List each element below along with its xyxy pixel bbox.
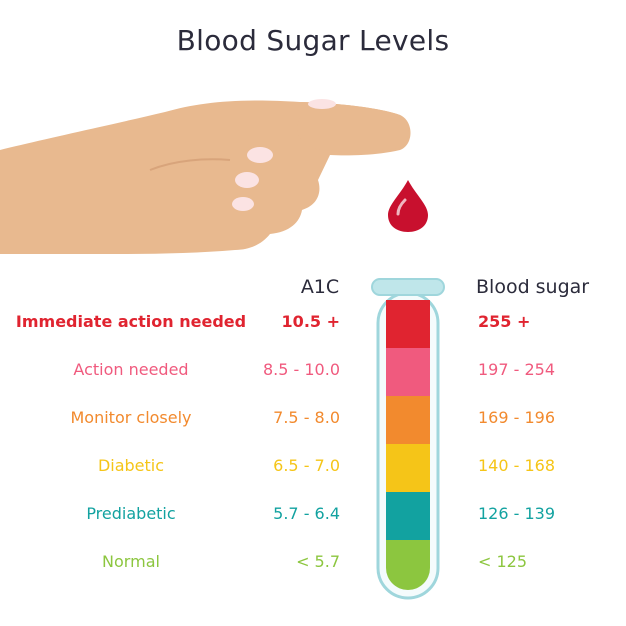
blood-sugar-value: 140 - 168 <box>478 456 556 475</box>
blood-sugar-column-header: Blood sugar <box>476 276 590 298</box>
blood-sugar-value: 169 - 196 <box>478 408 556 427</box>
level-label: Immediate action needed <box>15 312 247 331</box>
a1c-column-header: A1C <box>300 276 340 298</box>
blood-drop-icon <box>388 180 428 232</box>
level-label: Action needed <box>73 360 189 379</box>
blood-sugar-value: 126 - 139 <box>478 504 556 523</box>
blood-sugar-value: 255 + <box>478 312 531 331</box>
a1c-value: < 5.7 <box>296 552 340 571</box>
a1c-value: 10.5 + <box>281 312 340 331</box>
level-label: Diabetic <box>97 456 165 475</box>
a1c-value: 7.5 - 8.0 <box>273 408 340 427</box>
tube-band <box>386 492 430 540</box>
tube-band <box>386 348 430 396</box>
tube-band <box>386 300 430 348</box>
level-label: Normal <box>102 552 160 571</box>
a1c-value: 6.5 - 7.0 <box>273 456 340 475</box>
blood-sugar-value: < 125 <box>478 552 528 571</box>
page-title: Blood Sugar Levels <box>176 24 450 57</box>
level-label: Monitor closely <box>70 408 192 427</box>
blood-sugar-value: 197 - 254 <box>478 360 556 379</box>
pointing-hand-icon <box>0 99 411 254</box>
level-label: Prediabetic <box>86 504 176 523</box>
tube-band <box>386 396 430 444</box>
a1c-value: 5.7 - 6.4 <box>273 504 340 523</box>
test-tube-icon <box>371 278 445 600</box>
tube-band <box>386 540 430 590</box>
tube-band <box>386 444 430 492</box>
a1c-value: 8.5 - 10.0 <box>262 360 340 379</box>
